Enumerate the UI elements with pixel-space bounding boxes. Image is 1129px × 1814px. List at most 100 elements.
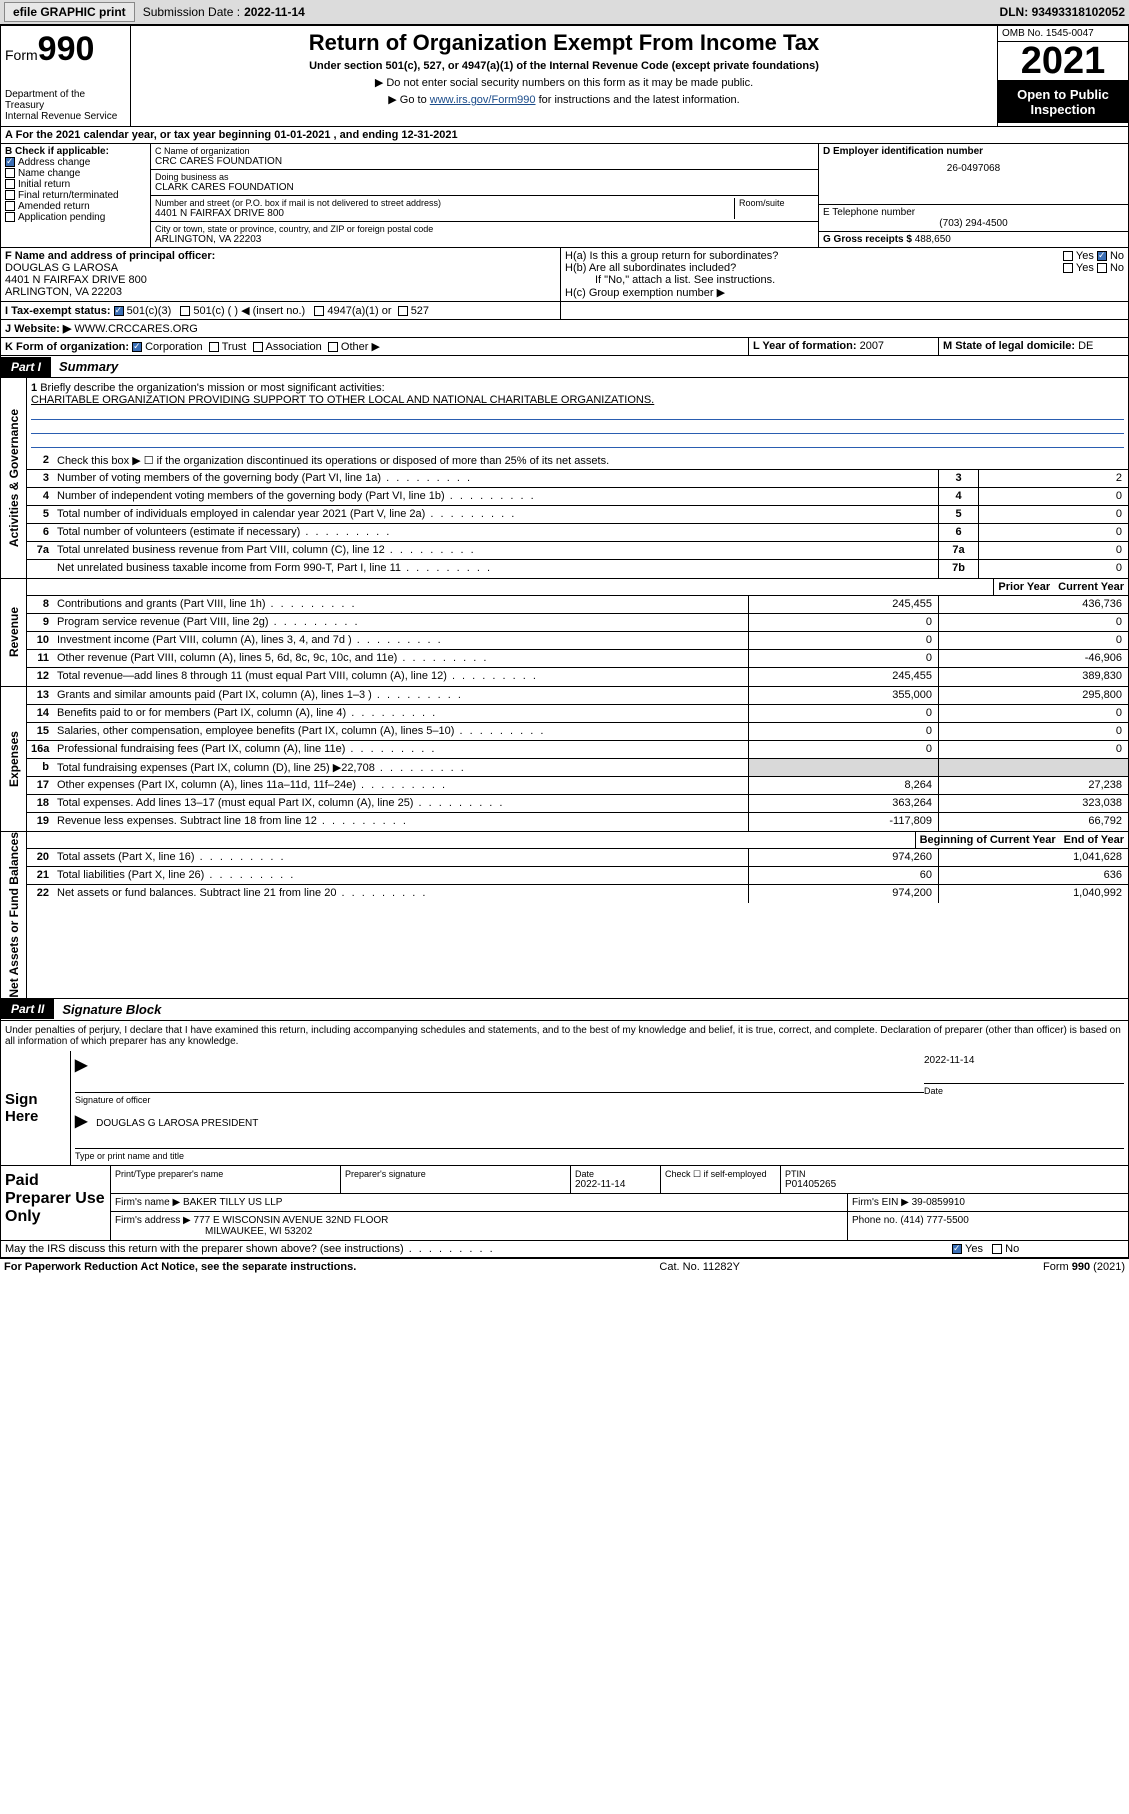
chk-address-change[interactable] [5, 157, 15, 167]
table-row: 12Total revenue—add lines 8 through 11 (… [27, 668, 1128, 686]
state-domicile-value: DE [1078, 340, 1093, 352]
year-formation-label: L Year of formation: [753, 340, 857, 352]
officer-name-title: DOUGLAS G LAROSA PRESIDENT [96, 1118, 258, 1129]
firm-ein: 39-0859910 [912, 1197, 965, 1208]
sig-officer-label: Signature of officer [75, 1095, 924, 1105]
dba-label: Doing business as [155, 172, 814, 182]
chk-discuss-no[interactable] [992, 1244, 1002, 1254]
chk-assoc[interactable] [253, 342, 263, 352]
paid-preparer-block: Paid Preparer Use Only Print/Type prepar… [0, 1166, 1129, 1241]
form-org-label: K Form of organization: [5, 341, 129, 353]
street-value: 4401 N FAIRFAX DRIVE 800 [155, 208, 734, 219]
form-note-link: ▶ Go to www.irs.gov/Form990 for instruct… [139, 93, 989, 106]
dln: DLN: 93493318102052 [1000, 5, 1125, 19]
table-row: 16aProfessional fundraising fees (Part I… [27, 741, 1128, 759]
chk-corp[interactable] [132, 342, 142, 352]
chk-final-return[interactable] [5, 190, 15, 200]
prep-sig-label: Preparer's signature [345, 1169, 566, 1179]
line3: Number of voting members of the governin… [53, 470, 938, 487]
table-row: 9Program service revenue (Part VIII, lin… [27, 614, 1128, 632]
hb-note: If "No," attach a list. See instructions… [565, 274, 1124, 286]
state-domicile-label: M State of legal domicile: [943, 340, 1075, 352]
firm-addr1: 777 E WISCONSIN AVENUE 32ND FLOOR [194, 1215, 389, 1226]
chk-ha-no[interactable] [1097, 251, 1107, 261]
line7b: Net unrelated business taxable income fr… [53, 560, 938, 578]
chk-amended-return[interactable] [5, 201, 15, 211]
line6-val: 0 [978, 524, 1128, 541]
part1-header: Part I Summary [0, 356, 1129, 378]
part2-header: Part II Signature Block [0, 999, 1129, 1021]
line7b-val: 0 [978, 560, 1128, 578]
tax-year: 2021 [998, 42, 1128, 81]
officer-addr1: 4401 N FAIRFAX DRIVE 800 [5, 274, 556, 286]
top-toolbar: efile GRAPHIC print Submission Date : 20… [0, 0, 1129, 25]
prior-year-hdr: Prior Year [994, 579, 1054, 595]
line5: Total number of individuals employed in … [53, 506, 938, 523]
gross-receipts-value: 488,650 [915, 234, 951, 245]
chk-hb-no[interactable] [1097, 263, 1107, 273]
officer-addr2: ARLINGTON, VA 22203 [5, 286, 556, 298]
chk-ha-yes[interactable] [1063, 251, 1073, 261]
line4-val: 0 [978, 488, 1128, 505]
chk-name-change[interactable] [5, 168, 15, 178]
sign-date-label: Date [924, 1086, 1124, 1096]
open-to-public: Open to Public Inspection [998, 81, 1128, 123]
arrow-icon: ▶ [75, 1057, 87, 1074]
page-footer: For Paperwork Reduction Act Notice, see … [0, 1258, 1129, 1275]
chk-initial-return[interactable] [5, 179, 15, 189]
section-f-h: F Name and address of principal officer:… [0, 248, 1129, 302]
chk-501c3[interactable] [114, 306, 124, 316]
line7a: Total unrelated business revenue from Pa… [53, 542, 938, 559]
chk-trust[interactable] [209, 342, 219, 352]
penalties-text: Under penalties of perjury, I declare th… [0, 1021, 1129, 1051]
line3-val: 2 [978, 470, 1128, 487]
ptin-value: P01405265 [785, 1179, 1124, 1190]
firm-phone-label: Phone no. [852, 1215, 898, 1226]
table-row: 14Benefits paid to or for members (Part … [27, 705, 1128, 723]
chk-hb-yes[interactable] [1063, 263, 1073, 273]
chk-discuss-yes[interactable] [952, 1244, 962, 1254]
gross-receipts-label: G Gross receipts $ [823, 234, 912, 245]
discuss-question: May the IRS discuss this return with the… [1, 1241, 948, 1257]
hb-subordinates: H(b) Are all subordinates included? Yes … [565, 262, 1124, 274]
chk-other[interactable] [328, 342, 338, 352]
irs-link[interactable]: www.irs.gov/Form990 [430, 94, 536, 106]
efile-print-button[interactable]: efile GRAPHIC print [4, 2, 135, 22]
submission-date-value: 2022-11-14 [244, 5, 305, 19]
footer-mid: Cat. No. 11282Y [659, 1261, 740, 1273]
end-year-hdr: End of Year [1060, 832, 1128, 848]
line7a-val: 0 [978, 542, 1128, 559]
section-b-checkboxes: B Check if applicable: Address change Na… [1, 144, 151, 247]
form-note-ssn: ▶ Do not enter social security numbers o… [139, 76, 989, 89]
table-row: 21Total liabilities (Part X, line 26)606… [27, 867, 1128, 885]
chk-4947[interactable] [314, 306, 324, 316]
chk-application-pending[interactable] [5, 212, 15, 222]
sign-here-block: Sign Here ▶ Signature of officer 2022-11… [0, 1051, 1129, 1166]
dept-treasury: Department of the Treasury Internal Reve… [5, 89, 126, 122]
mission-text: CHARITABLE ORGANIZATION PROVIDING SUPPOR… [31, 394, 1124, 406]
org-name: CRC CARES FOUNDATION [155, 156, 814, 167]
prep-date-label: Date [575, 1169, 656, 1179]
ha-group-return: H(a) Is this a group return for subordin… [565, 250, 1124, 262]
city-label: City or town, state or province, country… [155, 224, 814, 234]
line6: Total number of volunteers (estimate if … [53, 524, 938, 541]
dba-value: CLARK CARES FOUNDATION [155, 182, 814, 193]
tax-exempt-label: I Tax-exempt status: [5, 305, 111, 317]
org-name-label: C Name of organization [155, 146, 814, 156]
firm-addr-label: Firm's address ▶ [115, 1215, 191, 1226]
table-row: 8Contributions and grants (Part VIII, li… [27, 596, 1128, 614]
current-year-hdr: Current Year [1054, 579, 1128, 595]
name-title-label: Type or print name and title [75, 1151, 1124, 1161]
table-row: 22Net assets or fund balances. Subtract … [27, 885, 1128, 903]
form-title: Return of Organization Exempt From Incom… [139, 30, 989, 56]
net-assets-label: Net Assets or Fund Balances [7, 832, 21, 998]
chk-527[interactable] [398, 306, 408, 316]
arrow-icon: ▶ [75, 1113, 87, 1130]
footer-left: For Paperwork Reduction Act Notice, see … [4, 1261, 356, 1273]
begin-year-hdr: Beginning of Current Year [916, 832, 1060, 848]
phone-label: E Telephone number [823, 207, 1124, 218]
line5-val: 0 [978, 506, 1128, 523]
net-assets-section: Net Assets or Fund Balances Beginning of… [0, 832, 1129, 999]
firm-ein-label: Firm's EIN ▶ [852, 1197, 909, 1208]
chk-501c[interactable] [180, 306, 190, 316]
